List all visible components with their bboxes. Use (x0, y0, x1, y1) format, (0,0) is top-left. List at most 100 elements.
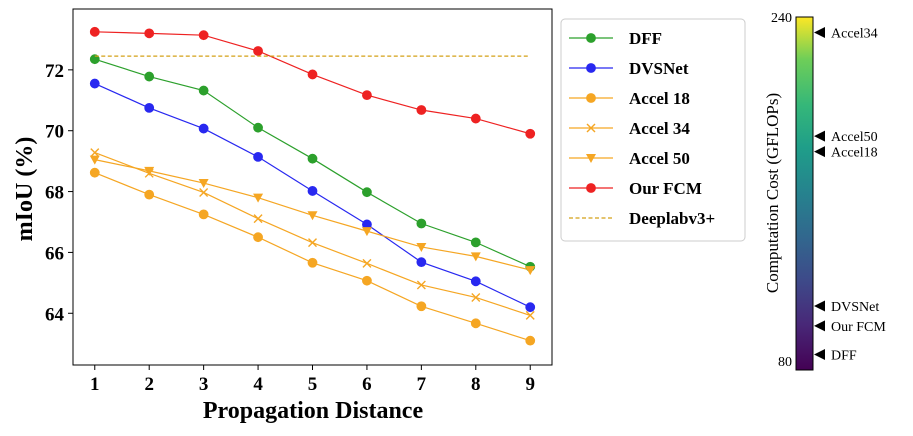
legend-label-accel-18: Accel 18 (629, 89, 690, 108)
data-point-accel-50-6 (361, 227, 372, 237)
legend-entry-our-fcm: Our FCM (569, 179, 702, 198)
data-point-accel-18-7 (416, 301, 427, 312)
axes: 1 2 3 4 5 6 7 8 9 64 66 68 70 72 (45, 8, 553, 395)
data-point-accel-18-1 (89, 167, 100, 178)
data-point-our-fcm-2 (144, 28, 155, 39)
series-dvsnet (89, 78, 536, 313)
legend: DFF DVSNet Accel 18 Accel 34 Accel 50 Our FCM… (560, 18, 746, 242)
data-point-dff-7 (416, 218, 427, 229)
data-point-our-fcm-7 (416, 105, 427, 115)
y-axis-label: mIoU (%) (12, 137, 38, 242)
data-point-our-fcm-8 (470, 113, 481, 124)
series-line-our-fcm (94, 31, 531, 135)
x-tick-label: 3 (199, 374, 209, 395)
data-point-accel-50-8 (470, 252, 481, 262)
data-point-accel-50-3 (198, 179, 209, 189)
x-tick-label: 5 (308, 374, 318, 395)
legend-entry-deeplabv3: Deeplabv3+ (569, 209, 715, 228)
colorbar-scale (795, 16, 814, 371)
data-point-accel-34-8 (471, 292, 481, 302)
data-point-our-fcm-5 (307, 69, 318, 80)
legend-label-accel-50: Accel 50 (629, 149, 690, 168)
colorbar-marker-label: Accel50 (831, 130, 878, 145)
data-point-accel-34-3 (199, 187, 209, 197)
x-tick-label: 8 (471, 374, 481, 395)
legend-entry-accel-50: Accel 50 (569, 149, 690, 168)
series-accel-50 (89, 155, 536, 276)
colorbar-arrow (814, 300, 825, 312)
legend-marker-dvsnet (586, 63, 596, 73)
data-point-accel-34-5 (308, 238, 317, 248)
data-point-accel-18-6 (362, 275, 372, 286)
data-point-dvsnet-5 (307, 186, 318, 196)
data-point-dvsnet-7 (416, 257, 427, 268)
series-accel-34 (90, 148, 535, 320)
series-dff (89, 54, 536, 272)
data-point-accel-18-5 (307, 257, 318, 268)
data-point-dff-4 (253, 122, 263, 133)
legend-entry-dvsnet: DVSNet (569, 59, 689, 78)
plot-area (89, 26, 536, 346)
data-point-dff-2 (144, 71, 155, 82)
colorbar-label: Computation Cost (GFLOPs) (763, 93, 782, 293)
colorbar-tick-max: 240 (771, 11, 792, 26)
colorbar-marker-label: DVSNet (831, 300, 879, 315)
data-point-our-fcm-9 (525, 128, 536, 139)
data-point-our-fcm-3 (198, 30, 209, 41)
legend-label-deeplabv3: Deeplabv3+ (629, 209, 715, 228)
y-tick-label: 64 (45, 304, 65, 325)
legend-marker-dff (586, 33, 596, 43)
y-tick-label: 68 (45, 183, 64, 204)
legend-entry-accel-18: Accel 18 (569, 89, 690, 108)
x-axis-label: Propagation Distance (203, 398, 424, 424)
data-point-accel-34-1 (90, 148, 100, 158)
x-tick-label: 9 (525, 374, 535, 395)
data-point-accel-18-2 (144, 189, 155, 200)
legend-marker-accel-18 (586, 93, 596, 103)
data-point-accel-34-6 (362, 258, 372, 268)
data-point-accel-34-7 (416, 280, 426, 290)
x-tick-label: 7 (417, 374, 427, 395)
x-tick-label: 1 (90, 374, 100, 395)
data-point-dvsnet-3 (198, 123, 209, 134)
colorbar-marker-accel18: Accel18 (814, 146, 878, 161)
data-point-our-fcm-6 (362, 90, 372, 101)
legend-marker-our-fcm (586, 183, 596, 193)
colorbar-arrow (814, 320, 825, 332)
legend-frame (560, 18, 746, 242)
data-point-dff-8 (470, 237, 481, 248)
data-point-accel-34-4 (253, 214, 263, 224)
data-point-our-fcm-4 (253, 46, 263, 56)
x-tick-label: 6 (362, 374, 372, 395)
colorbar-marker-dvsnet: DVSNet (814, 300, 879, 315)
data-point-accel-50-4 (253, 193, 264, 203)
data-point-dvsnet-4 (253, 151, 263, 162)
y-tick-label: 66 (45, 243, 64, 264)
data-point-dvsnet-1 (89, 78, 100, 89)
colorbar-tick-min: 80 (778, 355, 792, 370)
legend-entry-accel-34: Accel 34 (569, 119, 690, 138)
colorbar-marker-label: DFF (831, 349, 857, 364)
colorbar-marker-accel50: Accel50 (814, 130, 878, 145)
data-point-accel-18-4 (253, 232, 263, 243)
data-point-accel-50-9 (525, 266, 536, 276)
x-tick-label: 2 (144, 374, 154, 395)
colorbar-arrow (814, 146, 825, 158)
series-line-accel-34 (94, 152, 531, 316)
colorbar-marker-label: Our FCM (831, 320, 886, 335)
colorbar-marker-our-fcm: Our FCM (814, 320, 886, 335)
legend-marker-accel-34 (586, 123, 596, 133)
y-tick-label: 72 (45, 61, 64, 82)
data-point-accel-50-2 (144, 166, 155, 176)
data-point-accel-18-3 (198, 209, 209, 220)
legend-label-our-fcm: Our FCM (629, 179, 702, 198)
series-our-fcm (89, 26, 536, 139)
colorbar-marker-label: Accel34 (831, 26, 878, 41)
y-tick-label: 70 (45, 122, 64, 143)
legend-marker-accel-50 (586, 154, 596, 163)
legend-entry-dff: DFF (569, 29, 662, 48)
colorbar-marker-accel34: Accel34 (814, 26, 878, 41)
colorbar-marker-label: Accel18 (831, 146, 878, 161)
series-line-accel-18 (94, 172, 531, 342)
